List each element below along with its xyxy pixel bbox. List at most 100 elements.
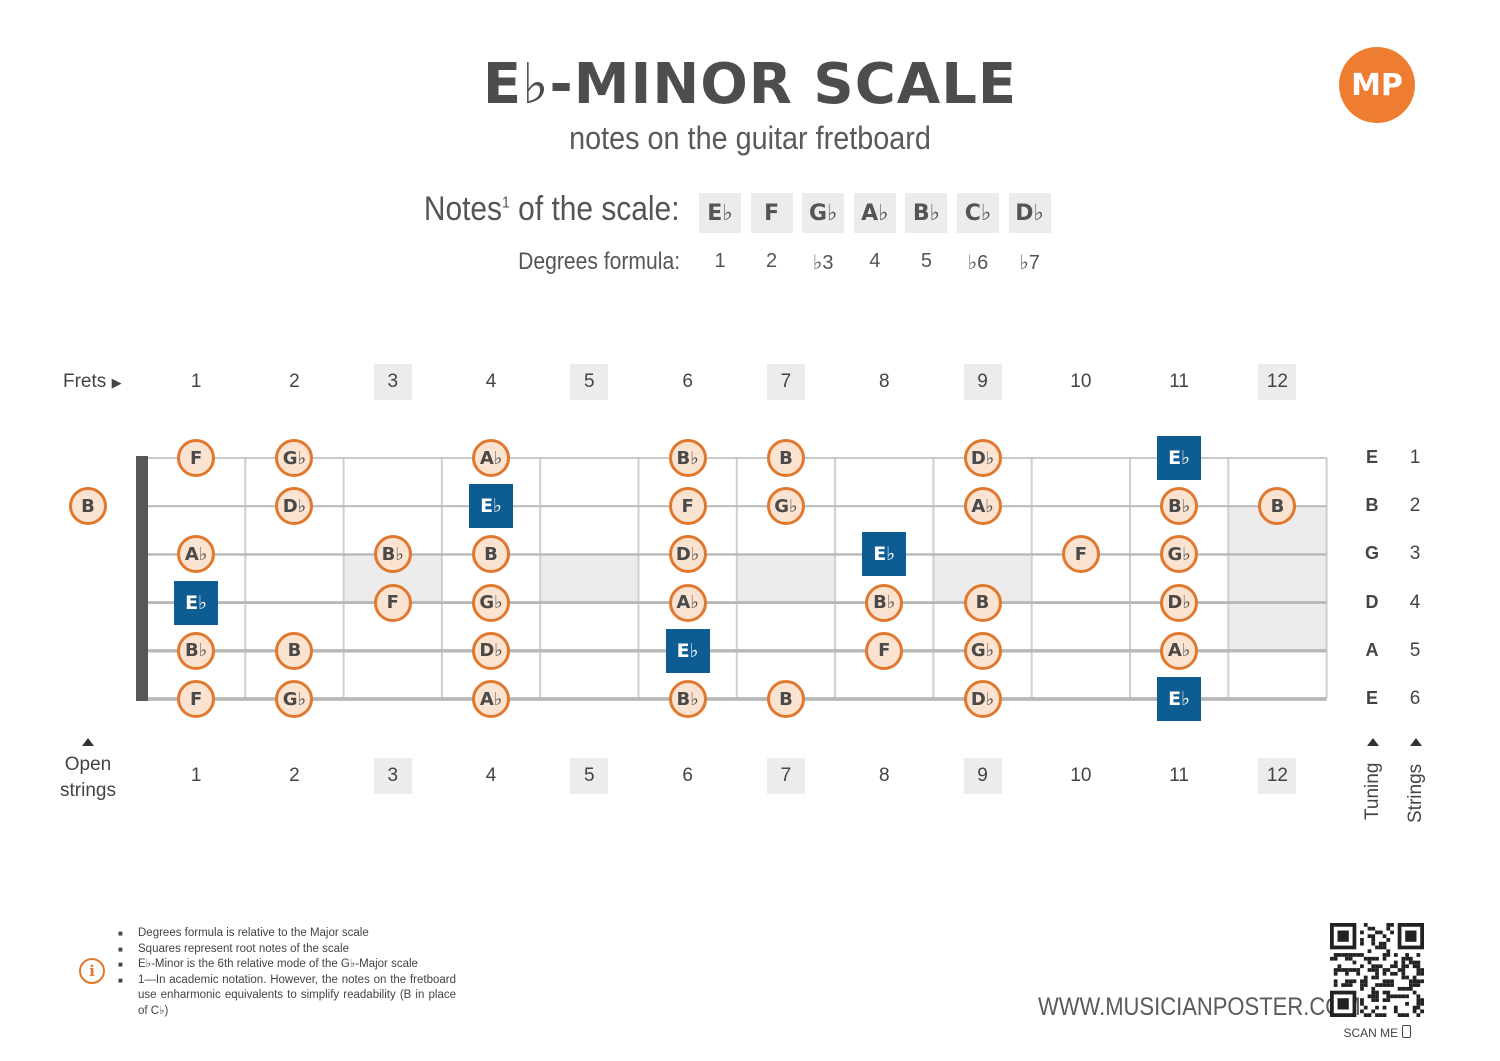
scale-note: D♭ [1008, 193, 1051, 233]
string-number: 5 [1409, 639, 1421, 661]
fret-number: 10 [1070, 765, 1092, 786]
fret-number: 4 [485, 765, 497, 786]
note-marker: D♭ [1160, 583, 1199, 622]
fret-number: 1 [190, 765, 202, 786]
note-marker: G♭ [766, 487, 805, 526]
scale-degree: 4 [869, 250, 881, 272]
right-arrow-icon: ▶ [111, 375, 122, 390]
root-note-marker: E♭ [665, 628, 710, 673]
footnote-item: E♭-Minor is the 6th relative mode of the… [118, 957, 456, 973]
scan-me-text: SCAN ME [1343, 1026, 1399, 1040]
fret-number: 2 [289, 765, 300, 786]
footnote-item: 1—In academic notation. However, the not… [118, 973, 456, 1020]
note-marker: A♭ [963, 487, 1002, 526]
scale-degree: ♭7 [1019, 252, 1040, 274]
note-marker: B♭ [865, 583, 904, 622]
note-marker: D♭ [472, 631, 511, 670]
nut [136, 456, 148, 701]
open-label-line1: Open [64, 754, 112, 775]
note-marker: F [177, 680, 216, 718]
fret-number: 5 [570, 364, 609, 400]
notes-label-footnote-mark: 1 [502, 194, 511, 212]
scale-note: E♭ [699, 193, 741, 233]
note-marker: A♭ [668, 583, 707, 622]
note-marker: F [668, 487, 707, 526]
root-note-marker: E♭ [469, 484, 514, 529]
notes-label-suffix: of the scale: [510, 190, 680, 228]
fret-number: 3 [373, 364, 412, 400]
string-tuning: D [1365, 591, 1379, 612]
scale-degree: ♭6 [967, 252, 989, 274]
note-marker: G♭ [963, 631, 1002, 670]
note-marker: B♭ [177, 631, 216, 670]
note-marker: G♭ [275, 680, 314, 718]
scale-note: G♭ [802, 193, 845, 233]
scale-degree: 1 [714, 250, 726, 272]
fret-number: 11 [1169, 765, 1189, 786]
string-tuning: E [1365, 447, 1378, 467]
fret-number: 6 [682, 371, 693, 392]
string-tuning: B [1365, 495, 1379, 516]
scale-degree: ♭3 [812, 252, 834, 274]
note-marker: B [766, 439, 805, 477]
note-marker: A♭ [177, 535, 216, 574]
root-note-marker: E♭ [174, 580, 219, 625]
root-note-marker: E♭ [1157, 677, 1202, 721]
note-marker: D♭ [275, 487, 314, 526]
tuning-up-arrow-icon [1367, 738, 1379, 746]
note-marker: D♭ [963, 680, 1002, 718]
open-strings-label: Open strings [50, 752, 126, 804]
fret-number: 8 [878, 765, 890, 786]
footnote-item: Degrees formula is relative to the Major… [118, 926, 456, 942]
fret-number: 7 [766, 758, 805, 794]
note-marker: A♭ [472, 439, 511, 477]
footnotes: Degrees formula is relative to the Major… [118, 926, 456, 1020]
strings-up-arrow-icon [1410, 738, 1422, 746]
scale-degree: 5 [920, 250, 932, 272]
note-marker: B♭ [373, 535, 412, 574]
scale-note: F [750, 193, 793, 233]
scale-degree: 2 [766, 250, 778, 272]
fret-inlay [1228, 602, 1327, 651]
note-marker: F [1061, 535, 1100, 574]
string-tuning: G [1364, 543, 1379, 564]
string-number: 1 [1409, 447, 1421, 468]
scan-me-label: SCAN ME [1330, 1025, 1424, 1040]
fret-number: 11 [1169, 371, 1189, 392]
string-number: 4 [1409, 591, 1421, 613]
fret-number: 9 [963, 364, 1002, 400]
note-marker: F [177, 439, 216, 477]
footnote-item: Squares represent root notes of the scal… [118, 942, 456, 958]
notes-label: Notes1 of the scale: [424, 190, 680, 229]
note-marker: B [472, 535, 511, 574]
fret-number: 10 [1070, 371, 1092, 392]
string-number: 3 [1409, 543, 1421, 565]
fret-number: 4 [485, 371, 497, 392]
root-note-marker: E♭ [862, 532, 907, 577]
footnote-list: Degrees formula is relative to the Major… [118, 926, 456, 1020]
website-url[interactable]: WWW.MUSICIANPOSTER.COM [1038, 993, 1361, 1021]
fret-number: 8 [878, 371, 890, 392]
fret-number: 6 [682, 765, 693, 786]
note-marker: G♭ [275, 439, 314, 477]
fret-number: 1 [190, 371, 202, 392]
frets-label-text: Frets [63, 371, 107, 392]
logo: MP [1339, 47, 1415, 123]
note-marker: G♭ [1160, 535, 1199, 574]
notes-label-text: Notes [424, 190, 503, 228]
strings-label: Strings [1405, 763, 1426, 823]
note-marker: B♭ [1160, 487, 1199, 526]
note-marker: B [1258, 487, 1297, 526]
open-label-line2: strings [60, 780, 116, 801]
fret-number: 9 [963, 758, 1002, 794]
scale-note: A♭ [853, 193, 896, 233]
note-marker: F [373, 583, 412, 622]
note-marker: D♭ [668, 535, 707, 574]
note-marker: A♭ [1160, 631, 1199, 670]
note-marker: D♭ [963, 439, 1002, 477]
fret-inlay [1228, 554, 1327, 603]
degrees-label: Degrees formula: [518, 248, 680, 275]
note-marker: B♭ [668, 680, 707, 718]
qr-code[interactable] [1330, 923, 1424, 1017]
